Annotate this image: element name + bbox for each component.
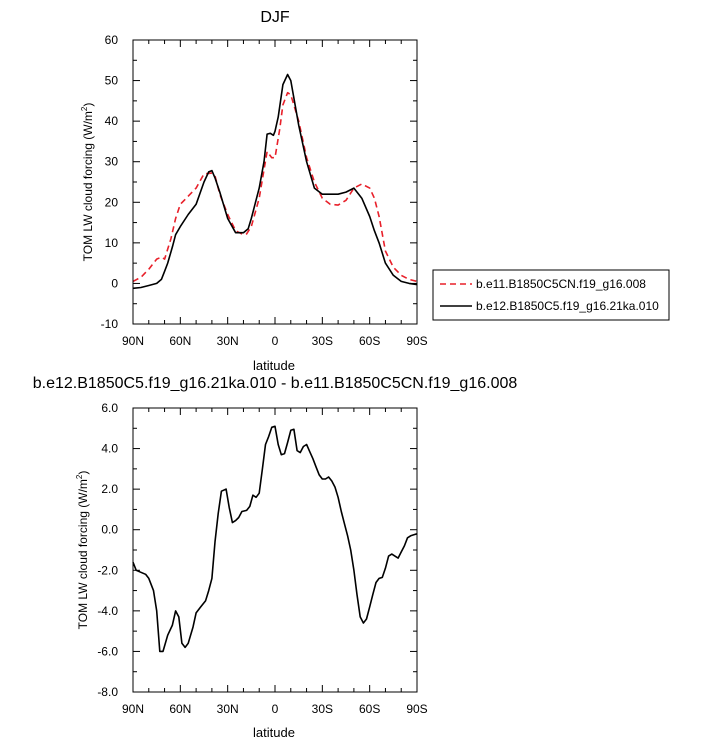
top-xtick-label: 0 bbox=[272, 334, 279, 348]
bottom-ytick-label: -8.0 bbox=[97, 685, 118, 699]
legend: b.e11.B1850C5CN.f19_g16.008 b.e12.B1850C… bbox=[432, 269, 670, 321]
bottom-ytick-label: 0.0 bbox=[101, 523, 118, 537]
top-ytick-label: 40 bbox=[105, 114, 119, 128]
top-ytick-label: 20 bbox=[105, 195, 119, 209]
top-chart-xlabel: latitude bbox=[253, 358, 295, 373]
top-series-line-1 bbox=[132, 91, 418, 283]
bottom-xtick-label: 30N bbox=[217, 702, 239, 716]
top-ytick-label: 60 bbox=[105, 33, 119, 47]
top-series-line-2 bbox=[132, 73, 418, 290]
legend-label-series-1: b.e11.B1850C5CN.f19_g16.008 bbox=[476, 277, 646, 291]
legend-label-series-2: b.e12.B1850C5.f19_g16.21ka.010 bbox=[476, 299, 659, 313]
bottom-xtick-label: 60S bbox=[359, 702, 380, 716]
bottom-chart-xlabel: latitude bbox=[253, 725, 295, 740]
legend-box bbox=[432, 269, 670, 321]
bottom-ytick-label: -4.0 bbox=[97, 604, 118, 618]
top-ytick-label: -10 bbox=[101, 317, 119, 331]
top-ytick-label: 30 bbox=[105, 155, 119, 169]
bottom-series-line-1 bbox=[132, 425, 418, 653]
bottom-ytick-label: -6.0 bbox=[97, 644, 118, 658]
bottom-ytick-label: -2.0 bbox=[97, 563, 118, 577]
top-xtick-label: 30N bbox=[217, 334, 239, 348]
top-ytick-label: 0 bbox=[111, 276, 118, 290]
bottom-xtick-label: 90N bbox=[122, 702, 144, 716]
top-chart-title: DJF bbox=[260, 9, 290, 26]
bottom-xtick-label: 30S bbox=[312, 702, 333, 716]
bottom-chart-frame bbox=[132, 407, 418, 693]
bottom-ytick-label: 4.0 bbox=[101, 442, 118, 456]
bottom-ytick-label: 6.0 bbox=[101, 401, 118, 415]
bottom-chart-ylabel: TOM LW cloud forcing (W/m2) bbox=[75, 471, 90, 630]
bottom-chart-title: b.e12.B1850C5.f19_g16.21ka.010 - b.e11.B… bbox=[33, 375, 518, 392]
bottom-ytick-label: 2.0 bbox=[101, 482, 118, 496]
top-xtick-label: 30S bbox=[312, 334, 333, 348]
top-xtick-label: 90S bbox=[406, 334, 427, 348]
bottom-chart: b.e12.B1850C5.f19_g16.21ka.010 - b.e11.B… bbox=[33, 375, 518, 740]
top-xtick-label: 90N bbox=[122, 334, 144, 348]
bottom-xtick-label: 0 bbox=[272, 702, 279, 716]
top-ytick-label: 10 bbox=[105, 236, 119, 250]
top-xtick-label: 60S bbox=[359, 334, 380, 348]
top-ytick-label: 50 bbox=[105, 74, 119, 88]
top-plot-area: 90N 60N 30N 0 30S 60S 90S -10 0 10 20 30 40 50 60 bbox=[101, 33, 428, 348]
top-chart: DJF TOM LW cloud forcing (W/m2) latitude… bbox=[80, 9, 670, 373]
top-chart-frame bbox=[132, 39, 418, 325]
bottom-plot-area: 90N 60N 30N 0 30S 60S 90S -8.0 -6.0 -4.0 -2.0 0.0 2.… bbox=[97, 401, 427, 716]
bottom-xtick-label: 60N bbox=[169, 702, 191, 716]
top-xtick-label: 60N bbox=[169, 334, 191, 348]
top-chart-ylabel: TOM LW cloud forcing (W/m2) bbox=[80, 103, 95, 262]
bottom-xtick-label: 90S bbox=[406, 702, 427, 716]
